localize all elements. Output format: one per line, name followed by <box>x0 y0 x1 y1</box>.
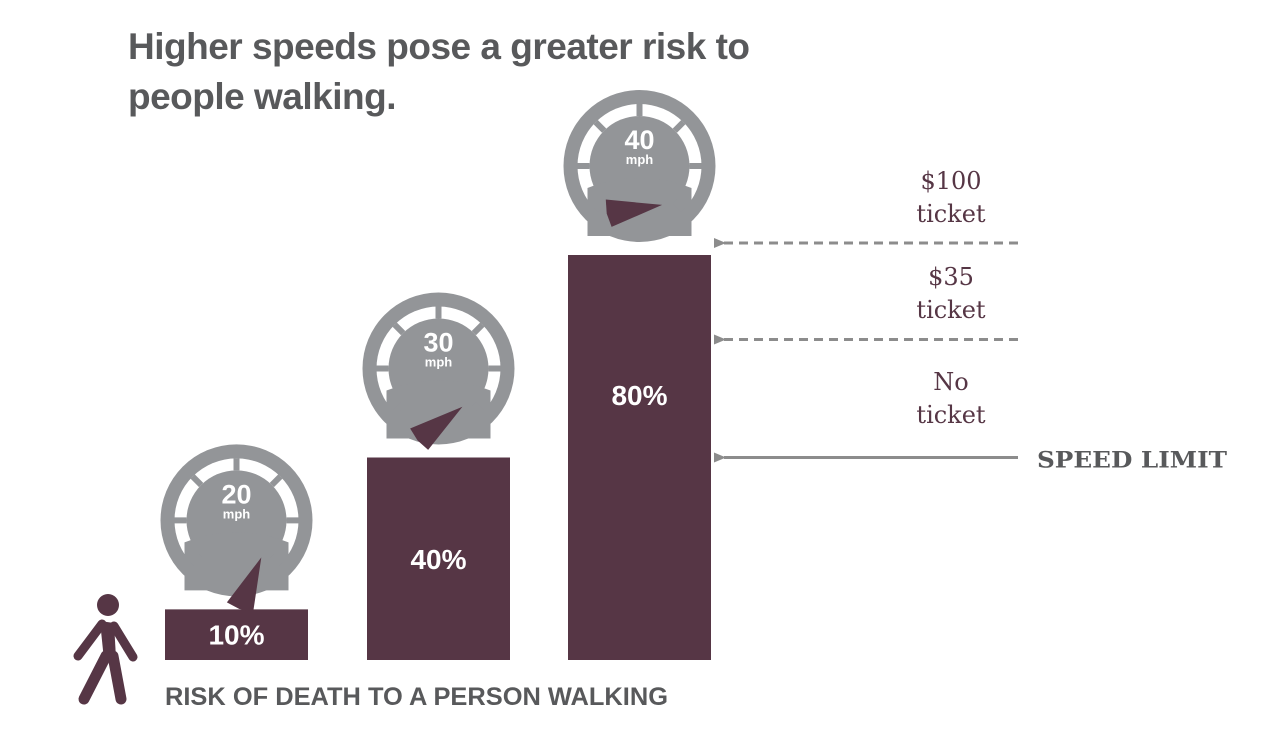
tier-label-2-line-1: $35 <box>928 263 974 291</box>
speed-limit-label: SPEED LIMIT <box>1037 448 1228 474</box>
bar-value-label-2: 40% <box>410 544 466 575</box>
tier-label-3-line-2: ticket <box>916 200 986 228</box>
bar-1 <box>165 609 308 660</box>
gauge-needle-3 <box>605 199 663 227</box>
pedestrian-icon <box>73 594 138 705</box>
chart-title: Higher speeds pose a greater risk to peo… <box>128 22 888 122</box>
tier-label-2-line-2: ticket <box>916 296 986 324</box>
tier-label-1-line-2: ticket <box>916 401 986 429</box>
bar-value-label-1: 10% <box>208 620 264 651</box>
gauge-unit-2: mph <box>425 355 453 370</box>
gauge-unit-1: mph <box>223 506 251 521</box>
gauge-unit-3: mph <box>626 152 654 167</box>
title-line-1: Higher speeds pose a greater risk to <box>128 26 750 67</box>
bar-3 <box>568 255 711 660</box>
gauge-needle-2 <box>410 406 463 450</box>
gauge-speed-2: 30 <box>423 328 453 358</box>
title-line-2: people walking. <box>128 76 397 117</box>
bar-value-label-3: 80% <box>611 380 667 411</box>
gauge-speed-3: 40 <box>624 125 654 155</box>
tier-label-1-line-1: No <box>933 368 968 396</box>
gauge-needle-1 <box>226 557 262 612</box>
bars-layer: 10% 40% 80% <box>165 255 711 660</box>
x-axis-label: RISK OF DEATH TO A PERSON WALKING <box>165 683 668 711</box>
gauge-speed-1: 20 <box>221 479 251 509</box>
tier-label-3-line-1: $100 <box>920 167 981 195</box>
speed-arrows: SPEED LIMIT No ticket $35 ticket $100 ticket <box>714 167 1228 474</box>
bar-2 <box>367 457 510 660</box>
